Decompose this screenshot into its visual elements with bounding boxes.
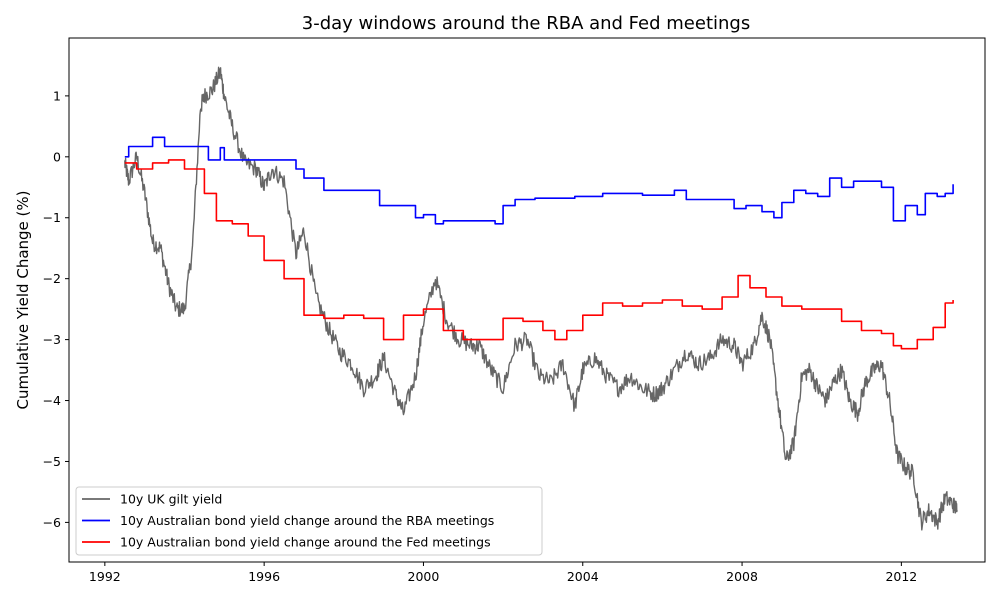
- y-axis: −6 −5 −4 −3 −2 −1 0 1: [43, 88, 69, 530]
- y-tick-label: −1: [43, 210, 61, 225]
- y-tick-label: −3: [43, 332, 61, 347]
- x-tick-label: 1996: [248, 569, 280, 584]
- y-tick-label: −5: [43, 454, 61, 469]
- x-tick-label: 2012: [885, 569, 917, 584]
- series-line-10y-uk-gilt-yield: [124, 66, 958, 531]
- plot-frame: [68, 37, 986, 563]
- series-line-10y-australian-bond-yield-change-around-the-fed-meetings: [124, 159, 954, 350]
- y-tick-label: −4: [43, 393, 61, 408]
- series-line-10y-australian-bond-yield-change-around-the-rba-meetings: [124, 136, 954, 225]
- x-tick-label: 2000: [408, 569, 440, 584]
- y-tick-label: 1: [53, 88, 61, 103]
- x-tick-label: 2004: [567, 569, 599, 584]
- x-tick-label: 2008: [726, 569, 758, 584]
- y-tick-label: −2: [43, 271, 61, 286]
- y-tick-label: −6: [43, 515, 61, 530]
- x-axis: 1992 1996 2000 2004 2008 2012: [89, 562, 917, 584]
- y-axis-label: Cumulative Yield Change (%): [14, 190, 32, 409]
- legend-label-10y-australian-bond-yield-change-around-the-fed-meetings: 10y Australian bond yield change around …: [120, 535, 491, 550]
- x-tick-label: 1992: [89, 569, 121, 584]
- chart-title: 3-day windows around the RBA and Fed mee…: [302, 13, 750, 34]
- legend-label-10y-australian-bond-yield-change-around-the-rba-meetings: 10y Australian bond yield change around …: [120, 513, 494, 528]
- y-tick-label: 0: [53, 149, 61, 164]
- plot-area: [124, 66, 958, 531]
- legend-box: [75, 486, 543, 556]
- legend: 10y UK gilt yield 10y Australian bond yie…: [75, 486, 543, 556]
- legend-label-10y-uk-gilt-yield: 10y UK gilt yield: [120, 492, 222, 507]
